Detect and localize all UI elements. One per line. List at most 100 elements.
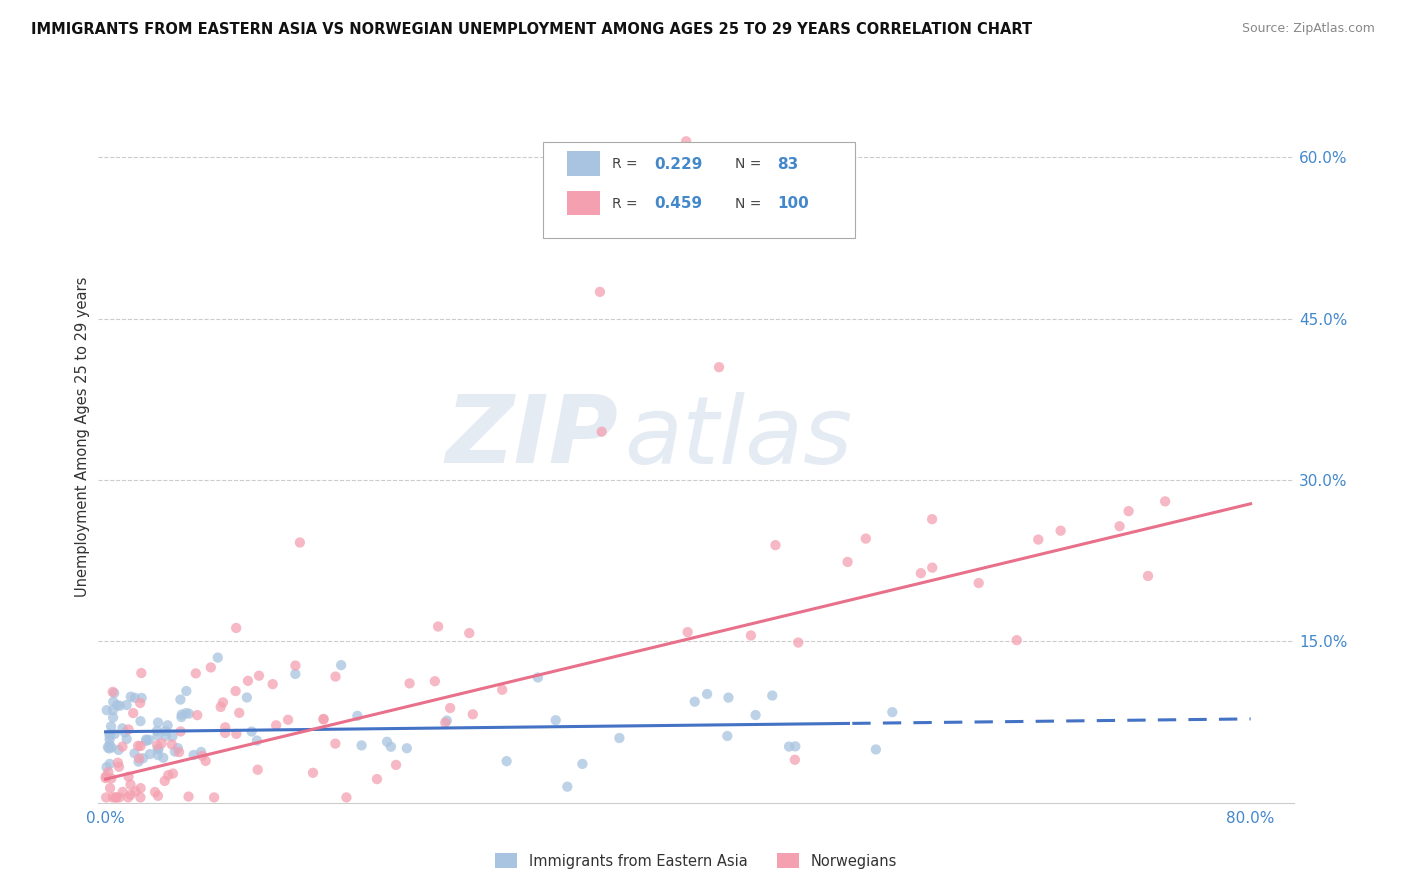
Point — [589, 285, 612, 299]
Point — [150, 736, 173, 750]
Point — [104, 790, 127, 805]
Point — [717, 690, 740, 705]
Point — [139, 747, 162, 761]
Point — [100, 740, 122, 755]
Point — [115, 731, 138, 746]
Point — [129, 790, 152, 805]
Point — [284, 667, 307, 681]
Point — [152, 751, 174, 765]
Point — [434, 715, 457, 730]
FancyBboxPatch shape — [543, 143, 855, 238]
Point — [170, 710, 193, 724]
Point — [105, 698, 128, 713]
Text: atlas: atlas — [624, 392, 852, 483]
Point — [910, 566, 932, 581]
Point — [177, 706, 200, 721]
Point — [288, 535, 311, 549]
Point — [461, 707, 484, 722]
Point — [129, 739, 152, 753]
Point — [246, 733, 269, 747]
Point — [105, 790, 128, 805]
Point — [778, 739, 800, 754]
Point — [1049, 524, 1071, 538]
Point — [146, 742, 169, 756]
Point — [740, 628, 762, 642]
Point — [96, 760, 118, 774]
Point — [865, 742, 887, 756]
Point — [98, 781, 121, 796]
Point — [458, 626, 481, 640]
Point — [325, 669, 347, 683]
Point — [240, 724, 263, 739]
Point — [107, 756, 129, 770]
Point — [146, 729, 169, 743]
Point — [1005, 633, 1028, 648]
Text: R =: R = — [613, 197, 643, 211]
Text: N =: N = — [735, 197, 766, 211]
Point — [174, 706, 197, 720]
Point — [335, 790, 357, 805]
Point — [277, 713, 299, 727]
Point — [783, 753, 806, 767]
Point — [785, 739, 807, 754]
Y-axis label: Unemployment Among Ages 25 to 29 years: Unemployment Among Ages 25 to 29 years — [75, 277, 90, 598]
Point — [115, 698, 138, 712]
Point — [716, 729, 738, 743]
Point — [350, 739, 373, 753]
Point — [103, 686, 125, 700]
Point — [395, 741, 418, 756]
Point — [262, 677, 284, 691]
Point — [166, 741, 188, 756]
Point — [170, 707, 193, 722]
Point — [323, 737, 346, 751]
Point — [98, 729, 121, 743]
Point — [111, 785, 134, 799]
Point — [135, 732, 157, 747]
Point — [882, 705, 904, 719]
Point — [155, 729, 177, 743]
Point — [209, 700, 232, 714]
Point — [380, 739, 402, 754]
Point — [132, 751, 155, 765]
Point — [744, 708, 766, 723]
Point — [837, 555, 859, 569]
Point — [129, 714, 152, 728]
Point — [163, 745, 186, 759]
Point — [191, 748, 214, 763]
Point — [184, 666, 207, 681]
Point — [436, 714, 458, 728]
Point — [284, 658, 307, 673]
Point — [129, 781, 152, 796]
Point — [146, 715, 169, 730]
Point — [427, 619, 450, 633]
Point — [108, 698, 131, 713]
Point — [138, 732, 160, 747]
Point — [108, 760, 131, 774]
Point — [214, 720, 236, 734]
Point — [225, 727, 247, 741]
Point — [146, 723, 169, 738]
Point — [101, 685, 124, 699]
Point — [855, 532, 877, 546]
Text: R =: R = — [613, 157, 643, 171]
Point — [228, 706, 250, 720]
Point — [120, 778, 142, 792]
Point — [157, 768, 180, 782]
Point — [247, 669, 270, 683]
Point — [162, 766, 184, 780]
Point — [1137, 569, 1160, 583]
Legend: Immigrants from Eastern Asia, Norwegians: Immigrants from Eastern Asia, Norwegians — [495, 854, 897, 869]
Point — [96, 703, 118, 717]
Point — [675, 134, 697, 148]
Point — [683, 695, 706, 709]
Point — [225, 684, 247, 698]
Point — [122, 706, 145, 720]
Point — [160, 738, 183, 752]
Point — [246, 763, 269, 777]
Point — [155, 723, 177, 738]
Point — [169, 692, 191, 706]
Point — [108, 790, 131, 805]
Point — [120, 788, 142, 802]
Point — [591, 425, 613, 439]
Point — [169, 724, 191, 739]
